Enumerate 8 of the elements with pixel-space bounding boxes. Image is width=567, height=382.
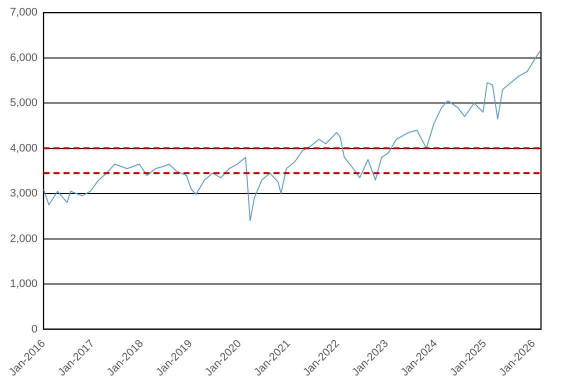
y-tick-label: 1,000: [10, 278, 38, 290]
y-tick-label: 5,000: [10, 97, 38, 110]
y-tick-label: 6,000: [10, 52, 38, 64]
y-tick-label: 0: [31, 323, 38, 336]
y-tick-label: 3,000: [10, 188, 38, 200]
y-tick-label: 2,000: [10, 232, 38, 245]
y-tick-label: 4,000: [10, 142, 38, 154]
y-tick-label: 7,000: [10, 6, 38, 19]
